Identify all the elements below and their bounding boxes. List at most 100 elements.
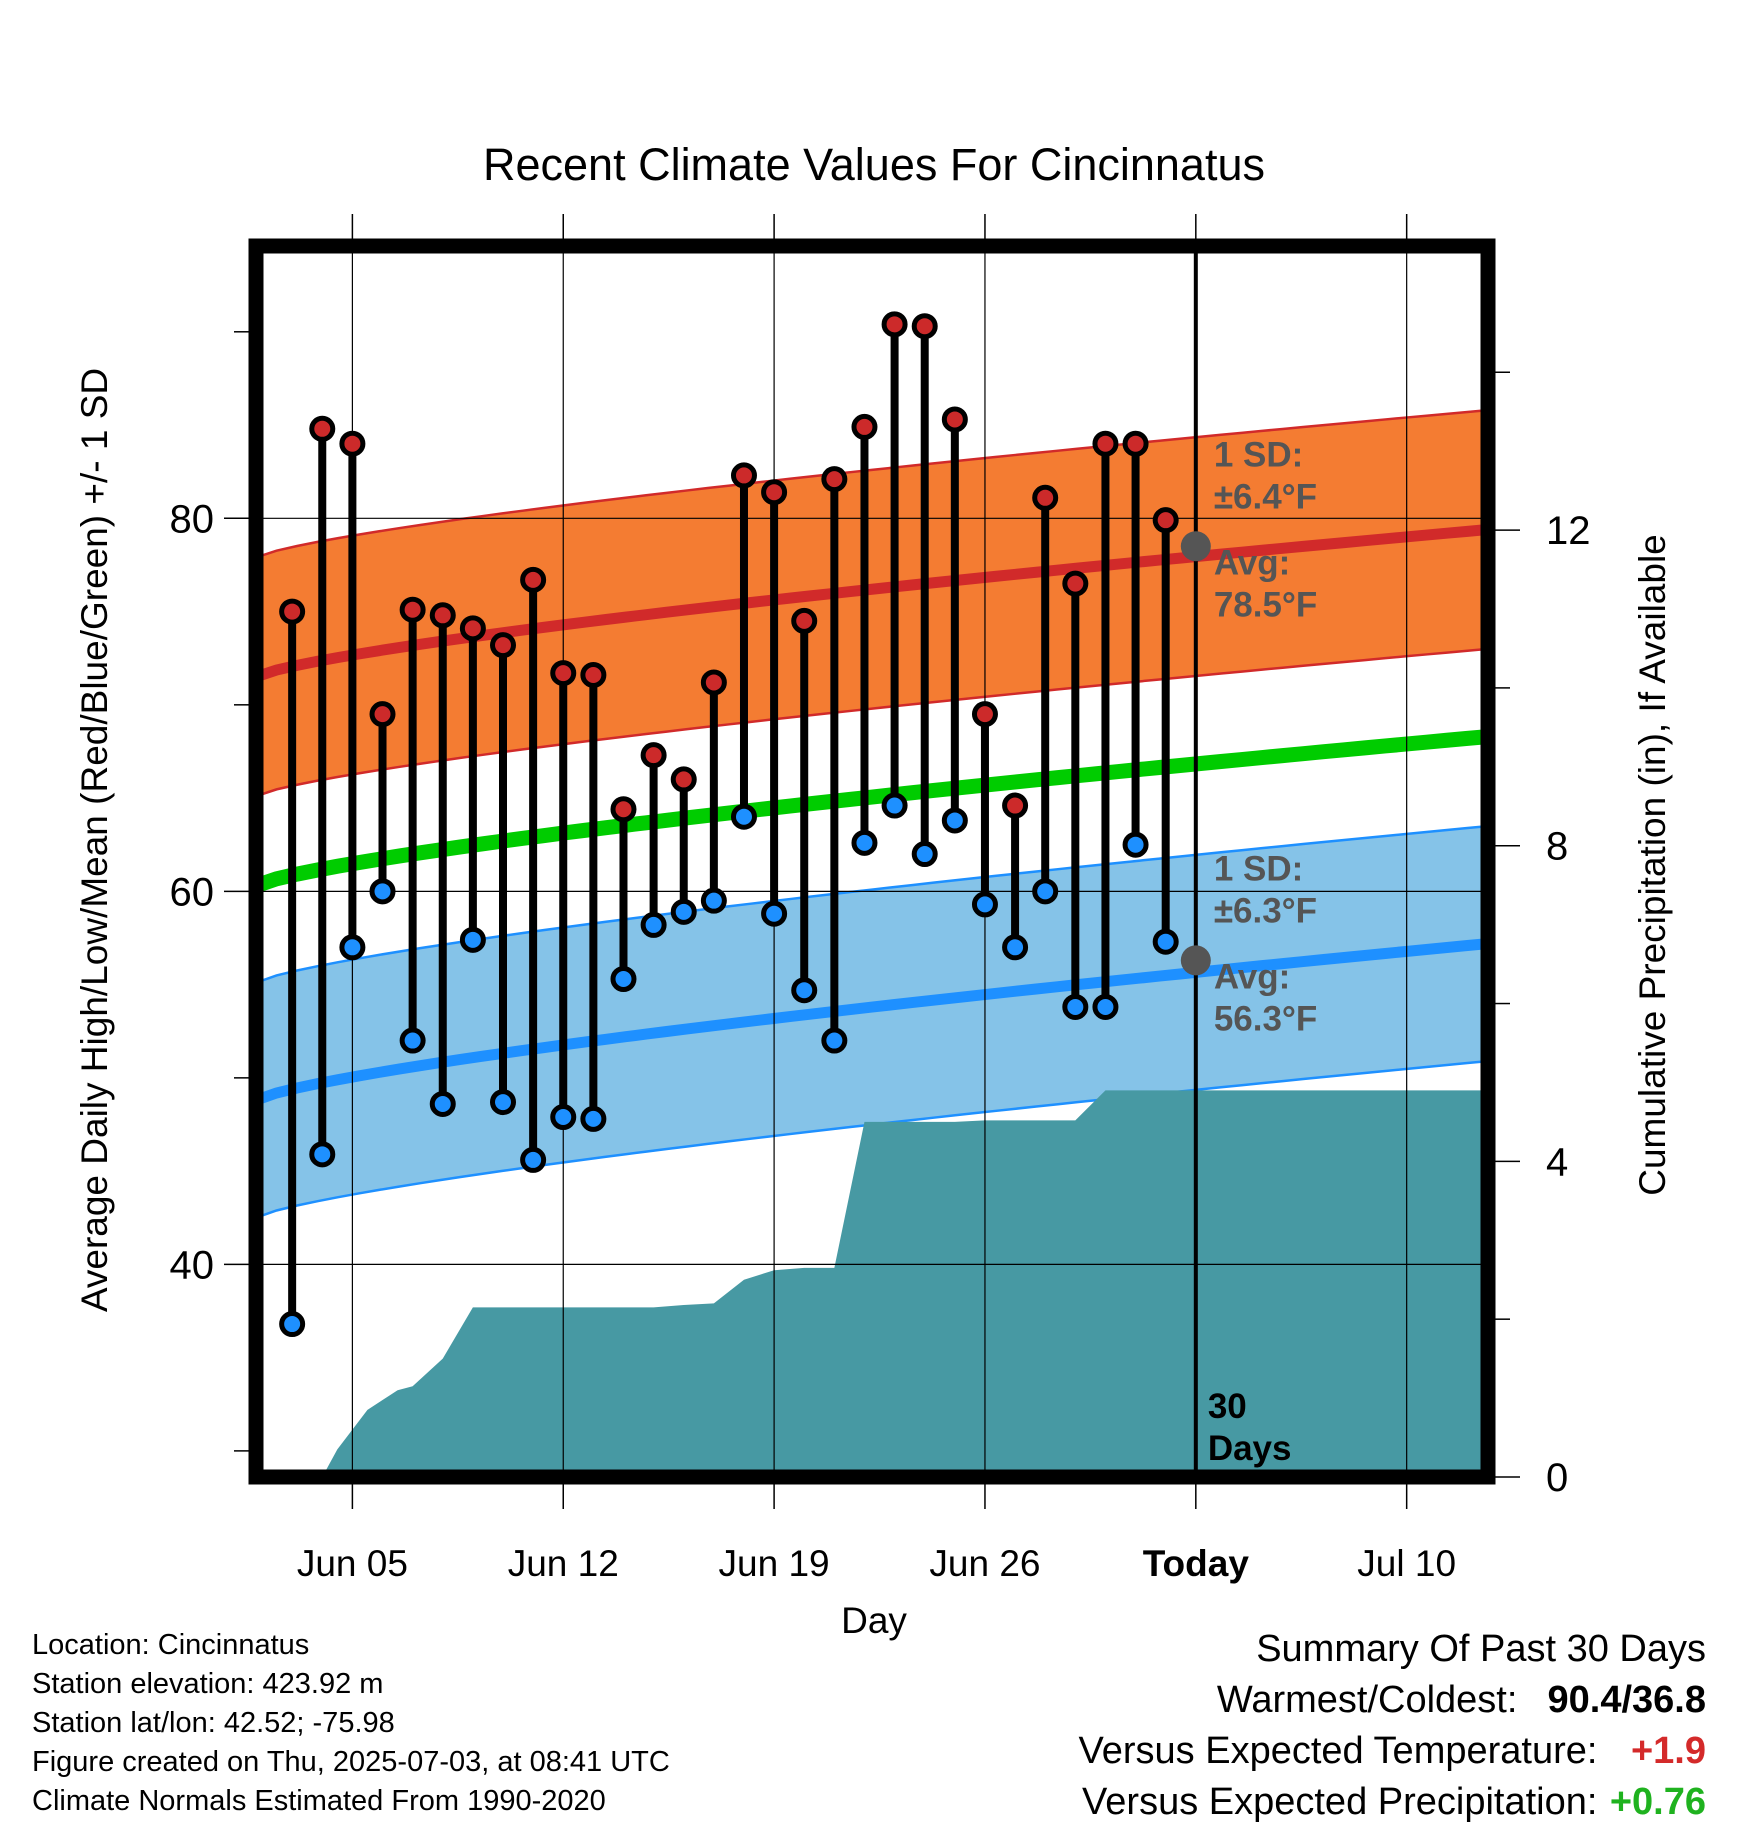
summary-title: Summary Of Past 30 Days <box>1256 1628 1706 1670</box>
today-avg-value: 56.3°F <box>1214 999 1318 1038</box>
x-tick-label: Jun 26 <box>929 1543 1040 1584</box>
daily-high-point <box>911 313 938 340</box>
daily-high-point <box>881 311 908 338</box>
daily-high-point <box>520 566 547 593</box>
today-window-label-line1: 30 <box>1208 1387 1247 1426</box>
today-avg-label: Avg: <box>1214 957 1290 996</box>
high-sd-band-upper-edge <box>256 408 1488 559</box>
today-avg-value: 78.5°F <box>1214 585 1318 624</box>
daily-low-point <box>550 1104 577 1131</box>
summary-precip-label: Versus Expected Precipitation: <box>1082 1781 1598 1823</box>
today-normal-marker <box>1180 531 1211 562</box>
daily-low-point <box>821 1027 848 1054</box>
y2-axis-title: Cumulative Precipitation (in), If Availa… <box>1632 534 1673 1196</box>
daily-high-point <box>459 615 486 642</box>
y-tick-label: 40 <box>170 1243 215 1287</box>
daily-high-point <box>1092 430 1119 457</box>
daily-low-point <box>941 807 968 834</box>
normal-mean-line <box>256 729 1488 893</box>
daily-high-point <box>610 796 637 823</box>
daily-high-point <box>580 661 607 688</box>
daily-low-point <box>881 792 908 819</box>
daily-low-point <box>279 1311 306 1338</box>
daily-low-point <box>851 829 878 856</box>
daily-low-point <box>911 841 938 868</box>
daily-low-point <box>1152 928 1179 955</box>
daily-high-point <box>399 596 426 623</box>
daily-low-point <box>490 1089 517 1116</box>
daily-high-point <box>1062 570 1089 597</box>
daily-low-point <box>791 977 818 1004</box>
daily-high-point <box>821 466 848 493</box>
daily-low-point <box>1062 993 1089 1020</box>
daily-high-point <box>670 766 697 793</box>
daily-low-point <box>1032 878 1059 905</box>
daily-high-point <box>550 660 577 687</box>
x-tick-label: Today <box>1143 1543 1250 1584</box>
daily-low-point <box>580 1105 607 1132</box>
daily-low-point <box>429 1090 456 1117</box>
daily-high-point <box>851 413 878 440</box>
normal-high-line <box>256 524 1488 683</box>
daily-low-point <box>640 911 667 938</box>
daily-low-point <box>369 878 396 905</box>
plot-frame <box>248 238 1496 1485</box>
x-tick-label: Jun 12 <box>508 1543 619 1584</box>
info-elevation: Station elevation: 423.92 m <box>32 1668 384 1700</box>
daily-high-point <box>369 701 396 728</box>
today-sd-label: 1 SD: <box>1214 435 1303 474</box>
y2-tick-label: 8 <box>1546 825 1568 869</box>
daily-high-point <box>1002 792 1029 819</box>
today-sd-value: ±6.3°F <box>1214 891 1317 930</box>
y-tick-label: 80 <box>170 497 215 541</box>
y2-tick-label: 4 <box>1546 1140 1568 1184</box>
x-tick-label: Jun 19 <box>719 1543 830 1584</box>
daily-low-point <box>1122 831 1149 858</box>
daily-low-point <box>730 803 757 830</box>
daily-high-point <box>941 406 968 433</box>
summary-temp-label: Versus Expected Temperature: <box>1078 1730 1598 1772</box>
daily-low-point <box>1092 993 1119 1020</box>
daily-high-point <box>309 415 336 442</box>
daily-low-point <box>520 1146 547 1173</box>
daily-high-point <box>339 430 366 457</box>
x-axis-title: Day <box>841 1600 907 1641</box>
today-sd-value: ±6.4°F <box>1214 477 1317 516</box>
daily-high-point <box>761 479 788 506</box>
y-tick-label: 60 <box>170 870 215 914</box>
today-sd-label: 1 SD: <box>1214 849 1303 888</box>
y-axis-title: Average Daily High/Low/Mean (Red/Blue/Gr… <box>74 368 115 1312</box>
daily-high-point <box>730 462 757 489</box>
summary-warmest-label: Warmest/Coldest: <box>1216 1679 1518 1721</box>
today-normal-marker <box>1180 945 1211 976</box>
station-info: Location: Cincinnatus Station elevation:… <box>32 1626 670 1821</box>
daily-low-point <box>610 966 637 993</box>
daily-low-point <box>700 887 727 914</box>
summary-temp-value: +1.9 <box>1630 1730 1706 1772</box>
x-tick-label: Jul 10 <box>1357 1543 1456 1584</box>
summary-warmest-row: Warmest/Coldest: 90.4/36.8 <box>1079 1675 1706 1726</box>
daily-high-point <box>279 598 306 625</box>
daily-high-point <box>700 669 727 696</box>
summary-precip-value: +0.76 <box>1609 1781 1706 1823</box>
daily-high-point <box>1032 484 1059 511</box>
daily-high-point <box>429 602 456 629</box>
x-tick-label: Jun 05 <box>297 1543 408 1584</box>
daily-low-point <box>670 898 697 925</box>
info-location: Location: Cincinnatus <box>32 1629 310 1661</box>
daily-high-point <box>791 607 818 634</box>
daily-low-point <box>309 1141 336 1168</box>
chart-title: Recent Climate Values For Cincinnatus <box>483 139 1265 190</box>
summary-panel: Summary Of Past 30 Days Warmest/Coldest:… <box>1079 1624 1706 1828</box>
y2-tick-label: 0 <box>1546 1456 1568 1500</box>
daily-high-point <box>1152 507 1179 534</box>
info-latlon: Station lat/lon: 42.52; -75.98 <box>32 1707 395 1739</box>
daily-low-point <box>761 900 788 927</box>
summary-warmest-value: 90.4/36.8 <box>1547 1679 1706 1721</box>
daily-low-point <box>459 926 486 953</box>
daily-high-point <box>640 742 667 769</box>
daily-low-point <box>1002 934 1029 961</box>
daily-low-point <box>399 1027 426 1054</box>
